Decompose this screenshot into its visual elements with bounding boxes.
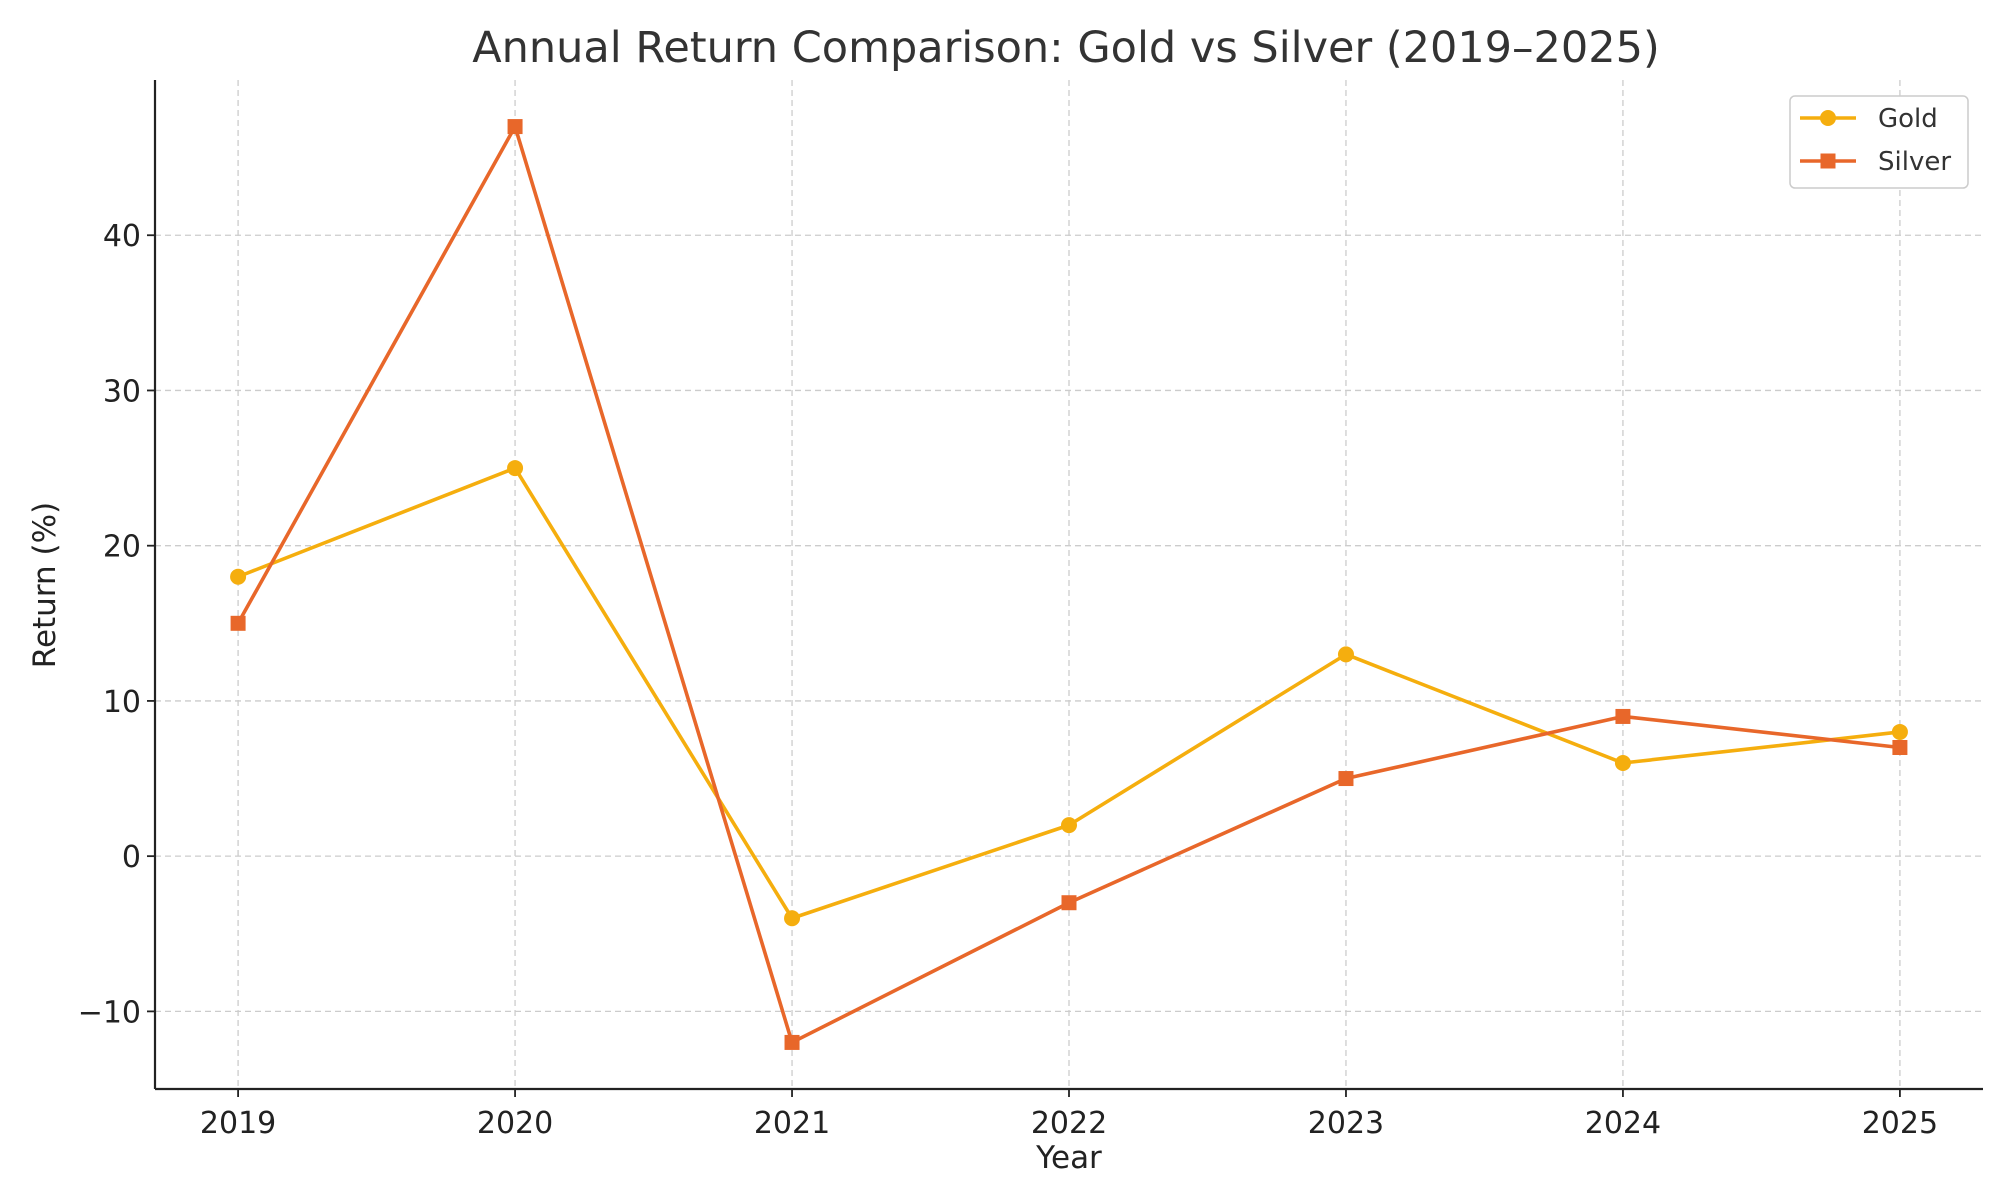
y-tick-label: −10 [78,995,141,1030]
y-tick-label: 0 [122,840,141,875]
gold-marker [1337,646,1354,663]
x-tick-label: 2020 [477,1106,553,1141]
gold-marker [230,568,247,585]
silver-marker [1061,895,1077,911]
y-tick-label: 10 [103,685,141,720]
x-tick-label: 2025 [1862,1106,1938,1141]
y-tick-label: 20 [103,530,141,565]
legend-gold-label: Gold [1878,104,1938,134]
gold-marker [784,910,801,927]
y-tick-label: 30 [103,374,141,409]
silver-marker [784,1034,800,1050]
silver-marker [1615,708,1631,724]
gold-marker [1891,723,1908,740]
y-tick-label: 40 [103,219,141,254]
x-tick-label: 2022 [1031,1106,1107,1141]
gold-marker [1061,817,1077,834]
legend: Gold Silver [1789,95,1969,189]
tick-labels: 2019 2020 2021 2022 2023 2024 2025 −10 0 10 20 30 40 [78,219,1938,1141]
x-tick-label: 2023 [1308,1106,1384,1141]
legend-silver-marker [1820,153,1836,169]
x-tick-label: 2024 [1585,1106,1661,1141]
silver-marker [507,119,523,135]
x-tick-label: 2021 [754,1106,830,1141]
silver-marker [1338,771,1354,787]
gold-marker [507,460,524,477]
legend-silver-label: Silver [1878,147,1951,177]
grid [155,80,1983,1089]
silver-marker [1892,739,1908,755]
y-axis-label: Return (%) [27,502,63,668]
chart-title: Annual Return Comparison: Gold vs Silver… [472,23,1660,73]
gold-marker [1614,755,1631,772]
legend-gold-marker [1820,110,1836,126]
silver-marker [230,615,246,631]
x-axis-label: Year [1035,1140,1102,1176]
x-tick-label: 2019 [200,1106,276,1141]
series-layer [230,119,1908,1050]
